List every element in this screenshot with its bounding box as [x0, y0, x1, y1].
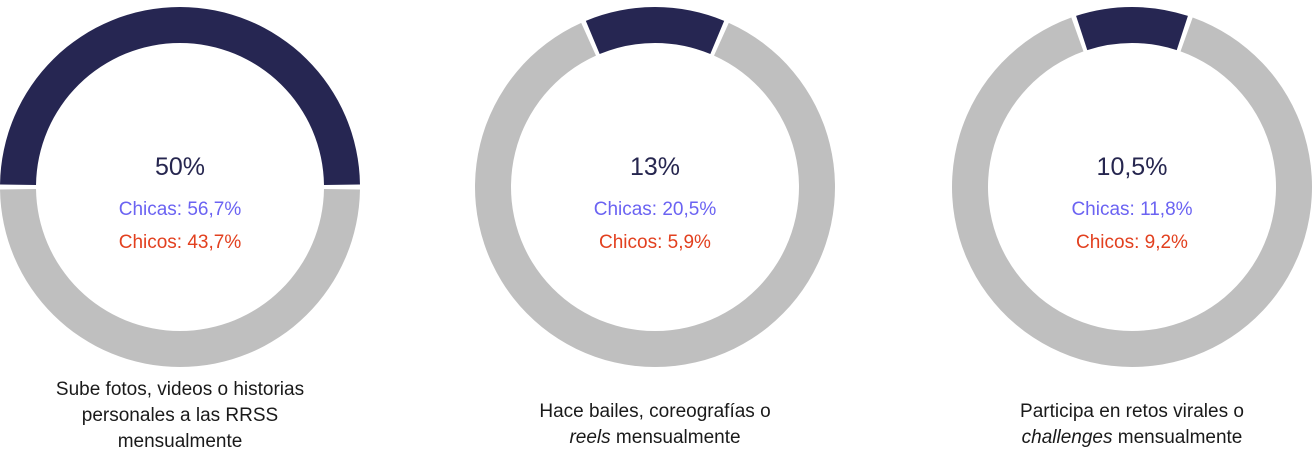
girls-percentage: Chicas: 56,7% — [118, 199, 242, 220]
caption-line: Participa en retos virales o — [952, 399, 1312, 425]
donut-slice-highlight — [585, 7, 725, 55]
boys-percentage: Chicos: 43,7% — [118, 232, 242, 253]
chart-caption: Sube fotos, videos o historias personales… — [0, 377, 360, 455]
donut-chart-3: 10,5% Chicas: 11,8% Chicos: 9,2% Participa … — [952, 0, 1312, 469]
caption-line: reels mensualmente — [475, 425, 835, 451]
donut-slice-remainder — [0, 189, 360, 368]
caption-italic-text: reels — [569, 427, 611, 448]
donut-slice-remainder — [952, 17, 1312, 367]
boys-percentage: Chicos: 9,2% — [1076, 232, 1188, 253]
caption-line: mensualmente — [0, 429, 360, 455]
caption-italic-text: challenges — [1021, 427, 1113, 448]
donut-chart-1: 50% Chicas: 56,7% Chicos: 43,7% Sube fotos,… — [0, 0, 360, 469]
chart-caption: Participa en retos virales o challenges m… — [952, 399, 1312, 451]
girls-percentage: Chicas: 20,5% — [593, 199, 717, 220]
caption-text: mensualmente — [610, 427, 741, 448]
girls-percentage: Chicas: 11,8% — [1071, 199, 1193, 220]
boys-percentage: Chicos: 5,9% — [599, 232, 711, 253]
caption-line: personales a las RRSS — [0, 403, 360, 429]
caption-line: Sube fotos, videos o historias — [0, 377, 360, 403]
total-percentage: 50% — [154, 153, 206, 181]
donut-ring — [0, 6, 360, 368]
caption-text: personales a las RRSS — [81, 405, 279, 426]
caption-text: mensualmente — [1112, 427, 1243, 448]
total-percentage: 13% — [629, 153, 681, 181]
donut-slice-remainder — [475, 22, 835, 368]
caption-text: Hace bailes, coreografías o — [539, 401, 771, 422]
donut-chart-2: 13% Chicas: 20,5% Chicos: 5,9% Hace bailes,… — [475, 0, 835, 469]
donut-ring — [952, 7, 1312, 367]
total-percentage: 10,5% — [1096, 153, 1168, 181]
donut-slice-highlight — [0, 6, 360, 185]
caption-text: Participa en retos virales o — [1020, 401, 1244, 422]
caption-line: challenges mensualmente — [952, 425, 1312, 451]
donut-slice-highlight — [1076, 7, 1188, 51]
caption-text: Sube fotos, videos o historias — [55, 379, 305, 400]
chart-caption: Hace bailes, coreografías o reels mensual… — [475, 399, 835, 451]
caption-text: mensualmente — [117, 431, 243, 452]
donut-ring — [475, 7, 835, 368]
caption-line: Hace bailes, coreografías o — [475, 399, 835, 425]
